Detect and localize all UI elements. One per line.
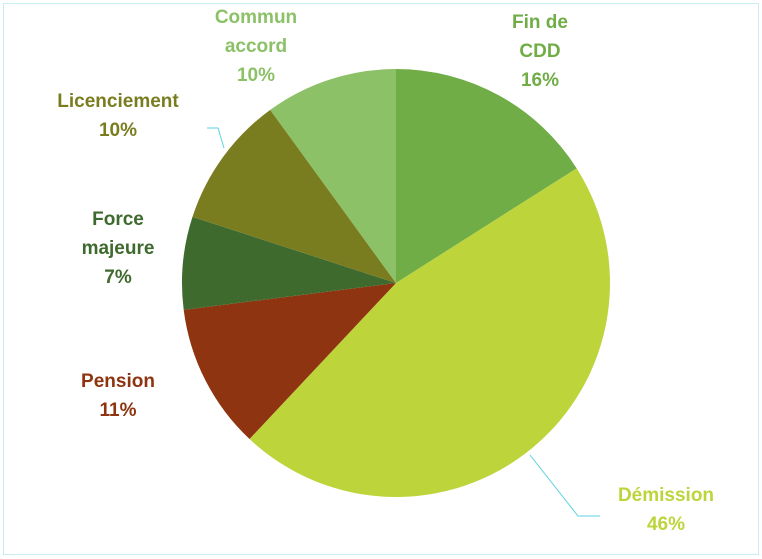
slice-value-label: 7% bbox=[104, 267, 132, 288]
slice-label: Licenciement bbox=[57, 91, 179, 112]
slice-value-label: 10% bbox=[98, 120, 138, 141]
leader-line bbox=[207, 127, 225, 149]
pie-slice bbox=[183, 283, 396, 439]
slice-label: Pension bbox=[81, 371, 155, 392]
pie-slice bbox=[270, 69, 396, 283]
slice-value-label: 16% bbox=[520, 70, 560, 91]
pie-slice bbox=[192, 109, 396, 283]
slice-value-label: 11% bbox=[99, 400, 137, 421]
pie-slice bbox=[182, 216, 396, 310]
slice-label: Fin de CDD bbox=[512, 12, 568, 62]
pie-slice bbox=[249, 168, 611, 497]
pie-slice bbox=[396, 69, 577, 283]
slice-label: Démission bbox=[617, 485, 715, 506]
slice-value-label: 10% bbox=[236, 65, 276, 86]
leader-line bbox=[529, 454, 600, 517]
slice-value-label: 46% bbox=[646, 514, 686, 535]
slice-label: Force majeure bbox=[81, 209, 155, 259]
chart-border bbox=[3, 3, 759, 555]
slice-label: Commun accord bbox=[214, 7, 298, 57]
